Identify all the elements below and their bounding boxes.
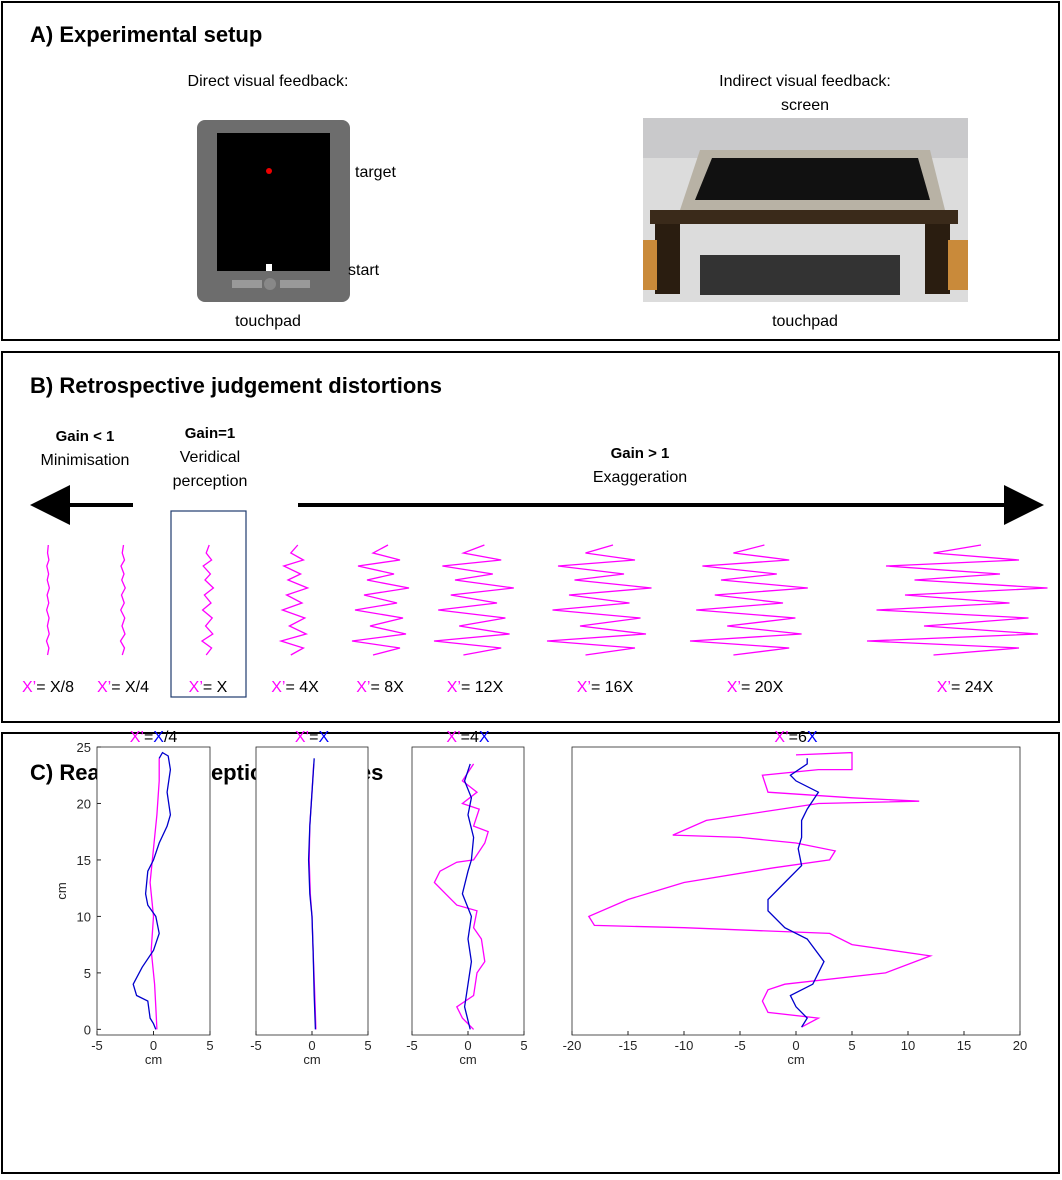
title-part: X <box>479 729 490 746</box>
title-part: X <box>318 729 329 746</box>
highlight-box <box>171 511 246 697</box>
gain-description: perception <box>173 473 248 490</box>
gain-description: Veridical <box>180 449 240 466</box>
trace-label: X’= X <box>189 679 228 696</box>
axes-box <box>97 747 210 1035</box>
y-tick-label: 0 <box>84 1022 91 1037</box>
annotation: target <box>355 164 396 181</box>
gain-formula: = 4X <box>285 679 319 696</box>
caption: touchpad <box>235 313 301 330</box>
x-tick-label: 20 <box>1013 1038 1027 1053</box>
x-axis-label: cm <box>145 1052 162 1067</box>
gain-formula: = X/4 <box>111 679 149 696</box>
gain-label: Gain > 1 <box>611 445 670 462</box>
x-tick-label: 0 <box>792 1038 799 1053</box>
figure: A) Experimental setup Direct visual feed… <box>0 0 1062 1175</box>
chart-title: X’=4X <box>446 729 489 746</box>
y-axis-label: cm <box>54 882 69 899</box>
x-axis-label: cm <box>303 1052 320 1067</box>
chart-title: X’=X/4 <box>130 729 178 746</box>
x-axis-label: cm <box>787 1052 804 1067</box>
gain-formula: = X/8 <box>36 679 74 696</box>
trace-label: X’= 12X <box>447 679 504 696</box>
gain-formula: = 20X <box>741 679 784 696</box>
title-part: =4 <box>461 729 479 746</box>
panel-title: B) Retrospective judgement distortions <box>30 373 442 398</box>
heading: Indirect visual feedback: <box>719 73 891 90</box>
x-tick-label: 5 <box>364 1038 371 1053</box>
gain-label: Gain < 1 <box>56 428 115 445</box>
prime-symbol: X’ <box>447 679 461 696</box>
title-part: = <box>309 729 318 746</box>
gain-formula: = 16X <box>591 679 634 696</box>
title-part: /4 <box>164 729 177 746</box>
prime-symbol: X’ <box>189 679 203 696</box>
y-tick-label: 5 <box>84 966 91 981</box>
panel-border <box>2 352 1059 722</box>
gain-formula: = 12X <box>461 679 504 696</box>
prime-symbol: X’ <box>97 679 111 696</box>
x-tick-label: 5 <box>848 1038 855 1053</box>
y-tick-label: 25 <box>77 740 91 755</box>
x-tick-label: 15 <box>957 1038 971 1053</box>
x-tick-label: 0 <box>308 1038 315 1053</box>
x-tick-label: -5 <box>734 1038 746 1053</box>
gain-description: Minimisation <box>41 452 130 469</box>
x-axis-label: cm <box>459 1052 476 1067</box>
annotation: screen <box>781 97 829 114</box>
axes-box <box>572 747 1020 1035</box>
prime-symbol: X’ <box>577 679 591 696</box>
prime-symbol: X’ <box>22 679 36 696</box>
chart-title: X’=6X <box>774 729 817 746</box>
y-tick-label: 20 <box>77 796 91 811</box>
gain-formula: = 8X <box>370 679 404 696</box>
x-tick-label: 5 <box>206 1038 213 1053</box>
title-part: X’ <box>446 729 460 746</box>
y-tick-label: 15 <box>77 853 91 868</box>
chart-title: X’=X <box>295 729 330 746</box>
title-part: X <box>807 729 818 746</box>
y-tick-label: 10 <box>77 909 91 924</box>
panel-title: A) Experimental setup <box>30 22 262 47</box>
title-part: X’ <box>295 729 309 746</box>
title-part: X’ <box>130 729 144 746</box>
trace-label: X’= 24X <box>937 679 994 696</box>
trace-label: X’= X/8 <box>22 679 74 696</box>
x-tick-label: -5 <box>250 1038 262 1053</box>
trace-label: X’= 4X <box>271 679 319 696</box>
gain-formula: = X <box>203 679 228 696</box>
x-tick-label: -5 <box>406 1038 418 1053</box>
prime-symbol: X’ <box>727 679 741 696</box>
x-tick-label: -20 <box>563 1038 582 1053</box>
touchpad-photo <box>197 120 350 302</box>
trace-label: X’= 16X <box>577 679 634 696</box>
x-tick-label: -15 <box>619 1038 638 1053</box>
trace-label: X’= 8X <box>356 679 404 696</box>
trace-drawings <box>47 545 1048 655</box>
caption: touchpad <box>772 313 838 330</box>
prime-symbol: X’ <box>937 679 951 696</box>
title-part: X’ <box>774 729 788 746</box>
title-part: =6 <box>789 729 807 746</box>
gain-formula: = 24X <box>951 679 994 696</box>
annotation: start <box>348 262 380 279</box>
x-tick-label: 10 <box>901 1038 915 1053</box>
x-tick-label: 5 <box>520 1038 527 1053</box>
title-part: = <box>144 729 153 746</box>
x-tick-label: 0 <box>464 1038 471 1053</box>
setup-photo <box>643 118 968 302</box>
prime-symbol: X’ <box>271 679 285 696</box>
heading: Direct visual feedback: <box>188 73 349 90</box>
x-tick-label: -5 <box>91 1038 103 1053</box>
trace-label: X’= 20X <box>727 679 784 696</box>
x-tick-label: -10 <box>675 1038 694 1053</box>
gain-description: Exaggeration <box>593 469 687 486</box>
gain-label: Gain=1 <box>185 425 235 442</box>
prime-symbol: X’ <box>356 679 370 696</box>
x-tick-label: 0 <box>150 1038 157 1053</box>
title-part: X <box>153 729 164 746</box>
trace-label: X’= X/4 <box>97 679 149 696</box>
